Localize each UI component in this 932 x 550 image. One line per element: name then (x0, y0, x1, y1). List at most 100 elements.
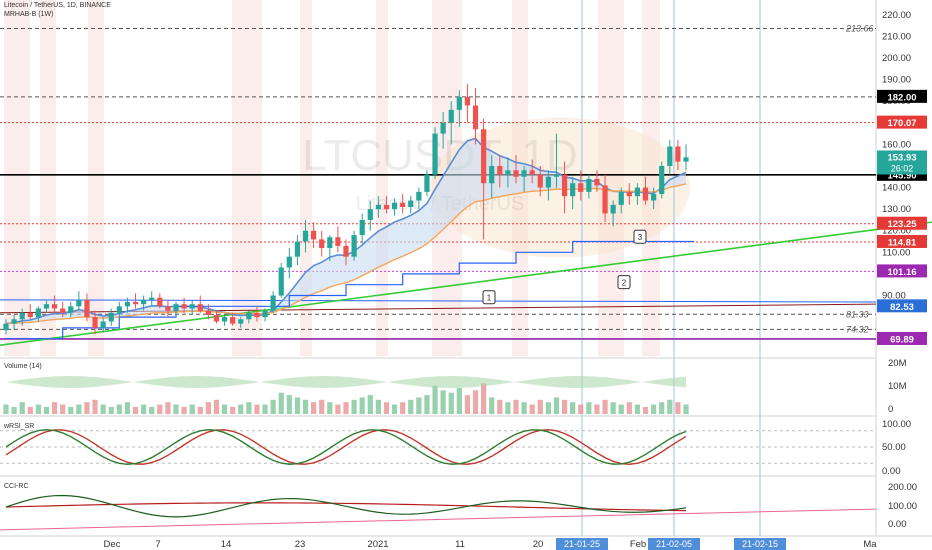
candle-body (181, 304, 187, 309)
candle-body (561, 174, 568, 197)
candle-body (100, 321, 106, 328)
candle-body (278, 267, 284, 296)
volume-cloud (6, 376, 686, 388)
price-label-123.25: 123.25 (887, 219, 917, 230)
candle-body (618, 191, 624, 205)
price-label-box (877, 234, 927, 248)
rsi-tick: 0.00 (882, 466, 901, 477)
candle-body (642, 187, 649, 201)
volume-bar (141, 404, 147, 414)
volume-bar (286, 395, 292, 414)
candle-body (19, 312, 25, 320)
time-tick: 23 (295, 539, 306, 550)
level-label-81.33: 81.33 (846, 309, 869, 319)
volume-bar (132, 406, 139, 414)
candle-body (213, 314, 220, 322)
date-tag-box (648, 538, 700, 550)
price-label-170.07: 170.07 (887, 118, 916, 129)
candle-body (165, 306, 171, 311)
volume-bar (205, 402, 211, 414)
volume-tick: 20M (888, 358, 907, 369)
volume-bar (424, 395, 430, 414)
candle-body (464, 96, 471, 106)
cci-tick: 100.00 (888, 501, 917, 512)
volume-bar (667, 399, 673, 414)
signal-band (88, 0, 104, 356)
candle-body (132, 302, 139, 305)
price-label-box (877, 216, 927, 230)
volume-bar (68, 406, 74, 414)
candle-body (497, 165, 503, 175)
volume-bar (367, 395, 373, 414)
volume-bar (578, 404, 584, 414)
candle-body (246, 312, 252, 320)
candle-body (205, 310, 211, 315)
volume-bar (464, 395, 471, 414)
candle-body (400, 202, 406, 207)
candle-body (254, 312, 260, 318)
volume-bar (108, 406, 114, 414)
volume-bar (197, 406, 203, 414)
candle-body (594, 178, 600, 186)
cci-average-line (5, 502, 687, 512)
price-label-182.00: 182.00 (887, 92, 916, 103)
candle-body (545, 176, 551, 188)
wave-marker-box (482, 290, 496, 305)
volume-bar (92, 399, 98, 414)
candle-body (448, 109, 454, 123)
candle-body (651, 194, 657, 201)
candle-body (335, 237, 341, 246)
wave-marker-3: 3 (638, 233, 643, 242)
volume-bar (448, 392, 454, 414)
volume-bar (594, 404, 600, 414)
signal-band (40, 0, 56, 356)
candle-body (408, 200, 414, 207)
candle-body (553, 174, 560, 177)
price-tick: 160.00 (882, 139, 911, 150)
volume-bar (189, 404, 195, 414)
volume-bar (432, 385, 438, 414)
price-label-69.89: 69.89 (890, 334, 914, 345)
candle-body (238, 319, 244, 324)
candle-body (626, 191, 632, 197)
price-tick: 220.00 (882, 10, 911, 21)
volume-bar (570, 402, 576, 414)
volume-bar (60, 404, 66, 414)
volume-bar (545, 402, 551, 414)
candle-body (173, 304, 179, 311)
volume-bar (659, 402, 665, 414)
cci-title: CCI-RC (4, 483, 29, 490)
volume-bar (505, 402, 511, 414)
volume-bar (51, 402, 58, 414)
rsi-line (5, 429, 687, 465)
volume-bar (230, 406, 236, 414)
candle-body (294, 241, 301, 257)
time-tick: Ma (863, 539, 877, 550)
volume-bar (481, 383, 487, 414)
volume-bar (43, 406, 50, 414)
volume-bar (391, 404, 398, 414)
price-tick: 190.00 (882, 75, 911, 86)
price-label-114.81: 114.81 (888, 237, 917, 248)
candle-body (537, 174, 543, 188)
candle-body (586, 178, 592, 192)
candle-body (634, 187, 641, 197)
volume-bar (618, 404, 624, 414)
symbol-header: Litecoin / TetherUS, 1D, BINANCE (4, 2, 111, 9)
candle-body (416, 191, 422, 201)
date-tag-box (734, 538, 786, 550)
volume-bar (440, 390, 446, 414)
candle-body (432, 133, 438, 175)
candle-body (440, 122, 446, 134)
date-tag-21-02-05: 21-02-05 (656, 539, 692, 549)
candle-body (683, 157, 689, 162)
candle-body (51, 304, 58, 309)
price-tick: 120.00 (882, 226, 911, 237)
price-label-82.53: 82.53 (890, 302, 914, 313)
volume-bar (602, 399, 608, 414)
price-label-box (877, 89, 927, 103)
level-label-74.32: 74.32 (846, 324, 869, 334)
candle-body (11, 319, 17, 324)
price-tick: 90.00 (882, 291, 906, 302)
